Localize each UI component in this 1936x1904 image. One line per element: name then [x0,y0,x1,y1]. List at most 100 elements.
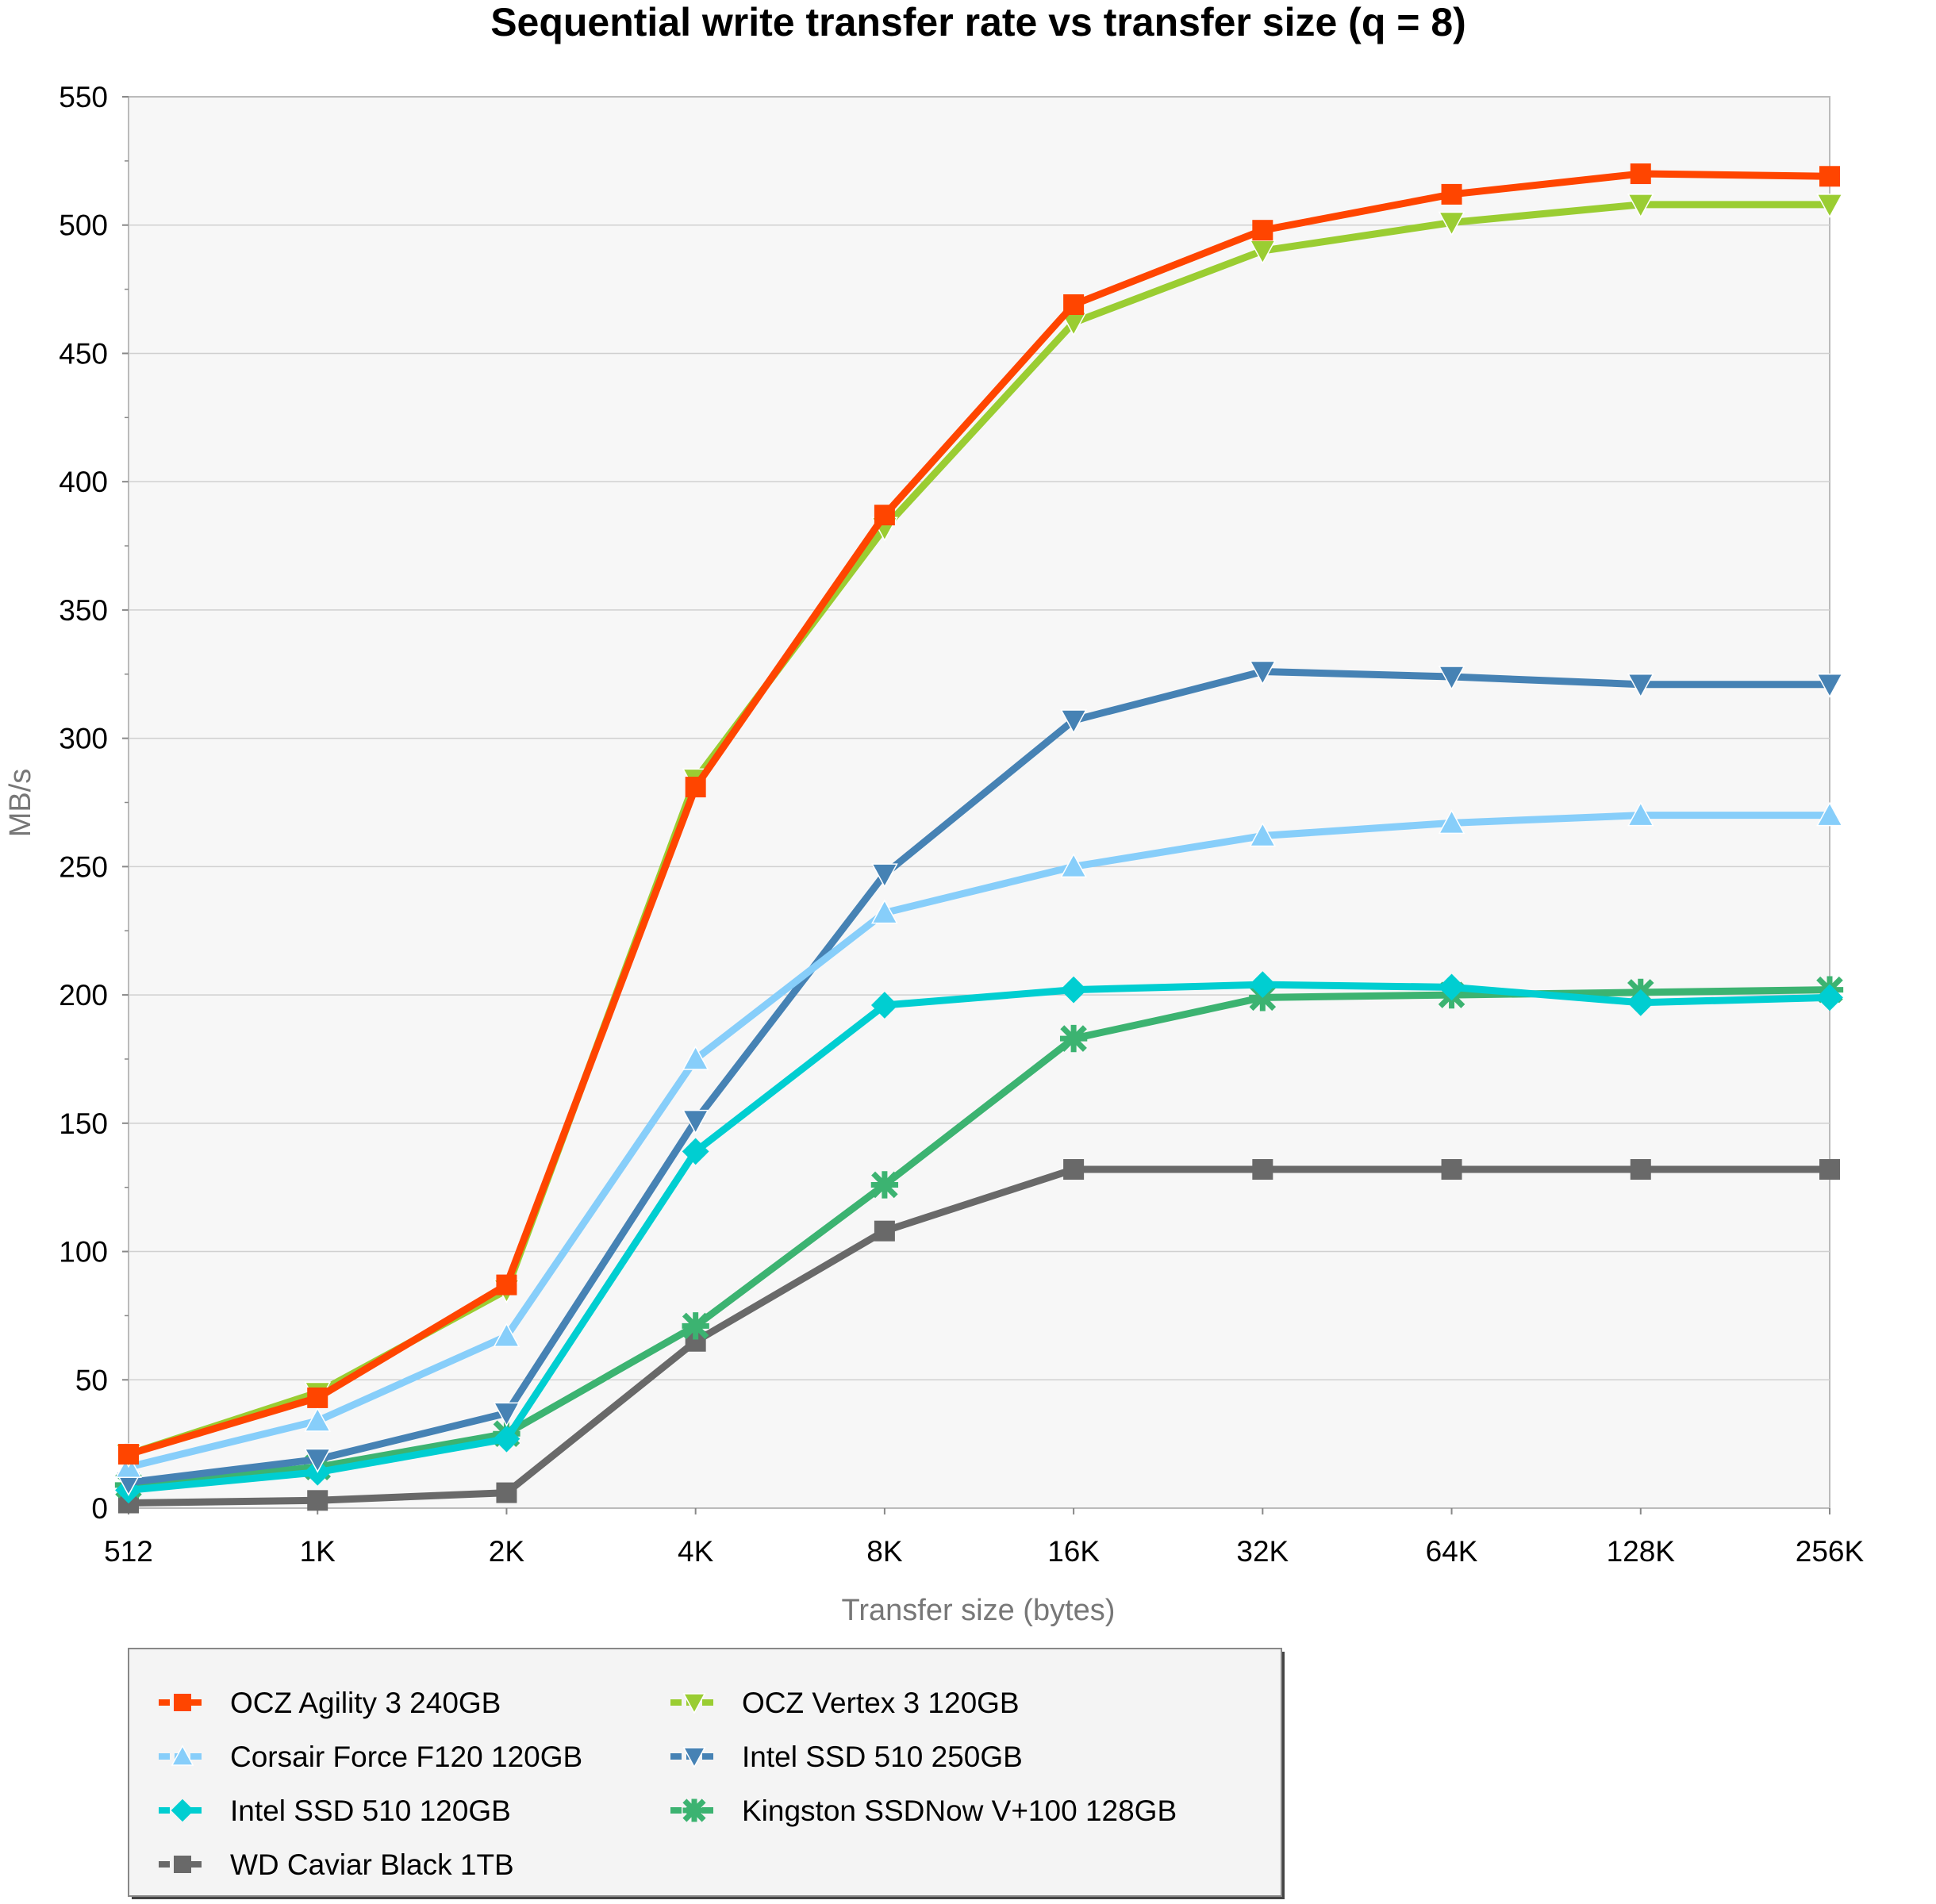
marker-diamond [171,1798,194,1822]
marker-square [307,1387,328,1408]
marker-diamond [1816,984,1843,1012]
marker-triangle-down [871,863,898,889]
marker-square [496,1482,517,1503]
marker-diamond [1627,988,1654,1016]
x-axis-label: Transfer size (bytes) [842,1594,1116,1627]
marker-triangle-up [1249,822,1277,847]
x-tick-label: 1K [300,1535,336,1568]
legend: OCZ Agility 3 240GB OCZ Vertex 3 120GB Cor… [128,1648,1285,1899]
legend-item: Intel SSD 510 120GB [159,1795,511,1827]
y-tick-label: 50 [75,1364,108,1396]
y-tick-label: 450 [59,337,108,370]
marker-diamond [1249,971,1277,999]
legend-item: Kingston SSDNow V+100 128GB [670,1795,1177,1827]
marker-square [174,1856,191,1873]
marker-square [307,1490,328,1511]
marker-diamond [1438,973,1465,1001]
plot-area [128,96,1830,1509]
legend-label: Corsair Force F120 120GB [230,1741,582,1773]
y-tick-label: 300 [59,723,108,755]
marker-triangle-down [304,1448,332,1473]
marker-triangle-down [1816,673,1843,698]
legend-label: OCZ Agility 3 240GB [230,1687,501,1719]
marker-x [870,1171,899,1199]
marker-square [874,505,895,526]
marker-triangle-down [1438,666,1465,691]
y-tick-label: 100 [59,1236,108,1269]
x-tick-label: 2K [489,1535,525,1568]
marker-triangle-down [682,1747,706,1768]
legend-label: WD Caviar Black 1TB [230,1848,514,1881]
marker-square [1063,1159,1085,1180]
marker-triangle-up [682,1045,709,1070]
marker-square [1819,1159,1840,1180]
series-line [128,1165,1830,1507]
y-axis: 0 50 100 150 200 250 300 350 400 450 500 550 [59,81,129,1525]
y-tick-label: 550 [59,81,108,113]
x-tick-label: 4K [678,1535,714,1568]
y-tick-label: 150 [59,1107,108,1140]
marker-square [1441,1159,1462,1180]
x-tick-label: 8K [866,1535,903,1568]
marker-square [1819,166,1840,187]
legend-items: OCZ Agility 3 240GB OCZ Vertex 3 120GB Cor… [159,1687,1177,1881]
legend-item: WD Caviar Black 1TB [159,1848,514,1881]
series-line [128,981,1830,1494]
marker-square [1630,163,1651,185]
marker-triangle-down [1627,194,1654,219]
marker-triangle-down [682,1693,706,1714]
y-tick-label: 350 [59,594,108,627]
legend-item: Corsair Force F120 120GB [159,1741,582,1773]
marker-triangle-up [871,899,898,924]
y-tick-label: 500 [59,209,108,242]
gridlines [129,224,1830,1381]
marker-diamond [1060,976,1088,1004]
marker-triangle-down [1438,211,1465,236]
marker-triangle-down [1060,709,1087,735]
chart-title: Sequential write transfer rate vs transf… [490,0,1466,44]
y-tick-label: 400 [59,466,108,498]
legend-label: Intel SSD 510 120GB [230,1795,511,1827]
marker-triangle-down [1627,673,1654,698]
x-tick-label: 16K [1047,1535,1100,1568]
marker-diamond [682,1138,709,1165]
x-tick-label: 512 [104,1535,153,1568]
marker-triangle-down [682,1109,709,1134]
marker-x [1059,1024,1088,1053]
marker-square [1630,1159,1651,1180]
legend-item: OCZ Vertex 3 120GB [670,1687,1020,1719]
series-intel-ssd-510-120gb [115,971,1843,1504]
y-tick-label: 250 [59,850,108,883]
legend-label: Kingston SSDNow V+100 128GB [742,1795,1177,1827]
legend-item: OCZ Agility 3 240GB [159,1687,501,1719]
marker-diamond [870,992,898,1019]
marker-triangle-up [1438,809,1465,835]
marker-triangle-down [1249,660,1277,685]
marker-square [174,1694,191,1711]
legend-label: Intel SSD 510 250GB [742,1741,1023,1773]
series-line [127,812,1830,1471]
marker-square [685,777,706,798]
x-tick-label: 256K [1796,1535,1865,1568]
marker-triangle-down [493,1402,520,1427]
marker-triangle-up [1060,853,1087,878]
legend-label: OCZ Vertex 3 120GB [742,1687,1020,1719]
marker-square [1252,1159,1273,1180]
marker-triangle-up [304,1407,332,1432]
y-tick-label: 0 [91,1492,108,1525]
marker-triangle-up [493,1322,520,1348]
x-tick-label: 32K [1236,1535,1289,1568]
series-line [127,170,1830,1458]
legend-box [128,1648,1282,1897]
marker-triangle-up [1627,801,1654,827]
marker-square [1252,220,1273,241]
series-ocz-agility-3-240gb [118,163,1840,1465]
y-tick-label: 200 [59,979,108,1012]
marker-triangle-down [1816,194,1843,219]
marker-triangle-up [1816,801,1843,827]
x-tick-label: 64K [1426,1535,1478,1568]
marker-square [496,1274,517,1296]
x-axis: 512 1K 2K 4K 8K 16K 32K 64K 128K 256K [104,1508,1865,1568]
x-tick-label: 128K [1607,1535,1676,1568]
